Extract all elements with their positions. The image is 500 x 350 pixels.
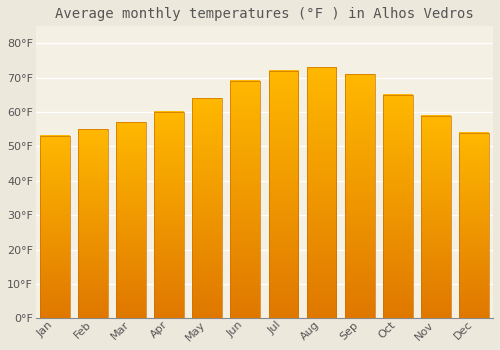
Bar	[345, 74, 374, 318]
Bar	[116, 122, 146, 318]
Bar	[78, 129, 108, 318]
Bar	[345, 74, 374, 318]
Bar	[268, 71, 298, 318]
Bar	[268, 71, 298, 318]
Bar	[230, 81, 260, 318]
Title: Average monthly temperatures (°F ) in Alhos Vedros: Average monthly temperatures (°F ) in Al…	[55, 7, 474, 21]
Bar	[154, 112, 184, 318]
Bar	[306, 68, 336, 318]
Bar	[383, 95, 412, 318]
Bar	[192, 98, 222, 318]
Bar	[383, 95, 412, 318]
Bar	[154, 112, 184, 318]
Bar	[421, 116, 451, 318]
Bar	[192, 98, 222, 318]
Bar	[78, 129, 108, 318]
Bar	[459, 133, 489, 318]
Bar	[421, 116, 451, 318]
Bar	[40, 136, 70, 318]
Bar	[40, 136, 70, 318]
Bar	[459, 133, 489, 318]
Bar	[116, 122, 146, 318]
Bar	[230, 81, 260, 318]
Bar	[306, 68, 336, 318]
